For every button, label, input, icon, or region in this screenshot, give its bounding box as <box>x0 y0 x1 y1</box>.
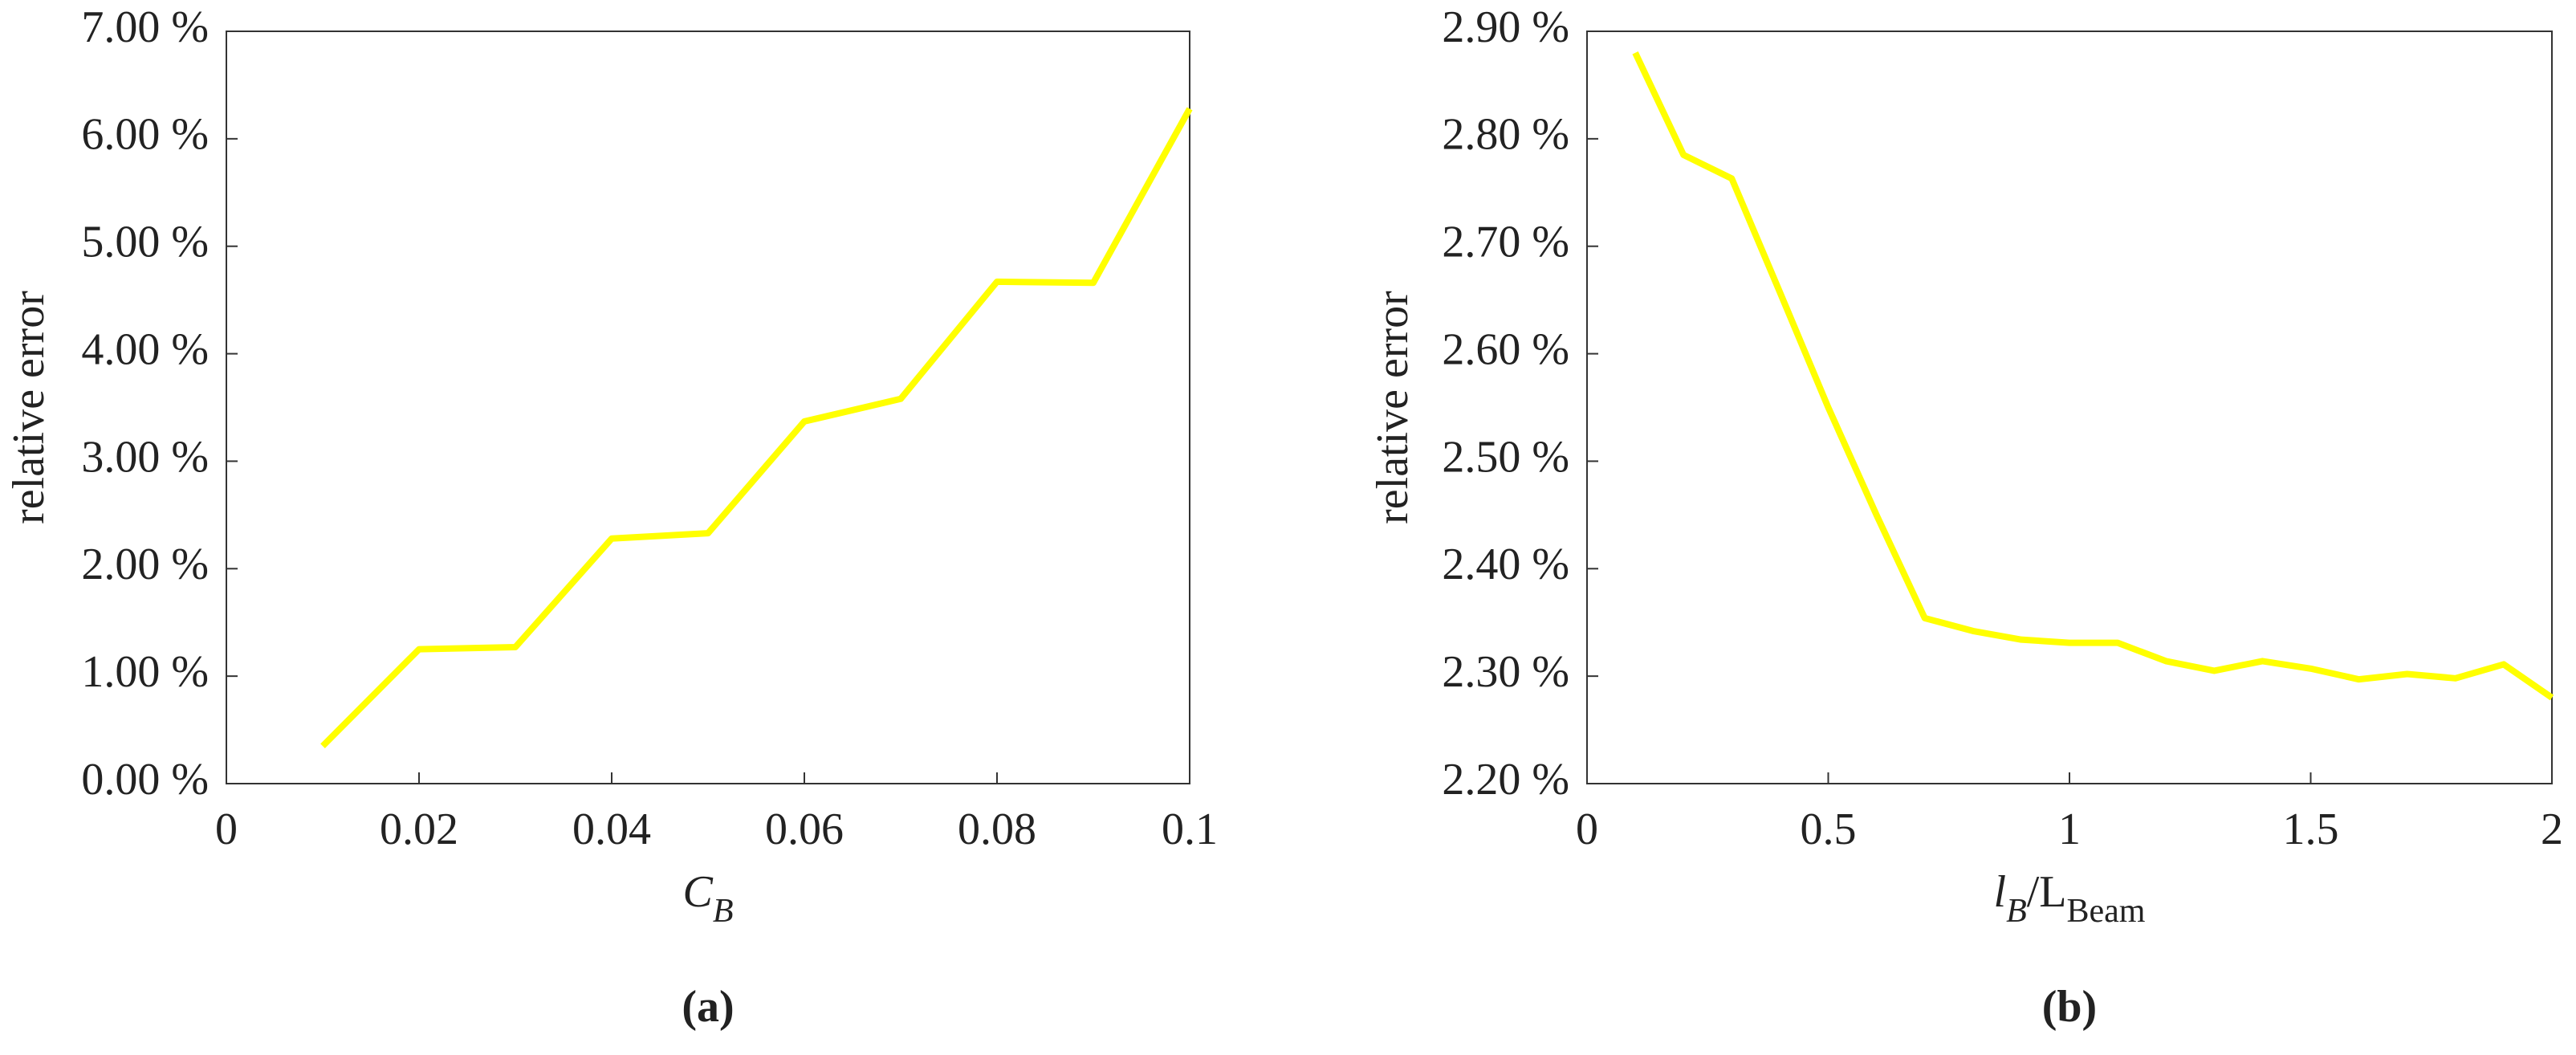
x-tick-label: 1 <box>2058 804 2081 854</box>
x-axis-label: lB/LBeam <box>1994 867 2146 930</box>
data-line <box>320 107 1193 748</box>
y-tick-label: 2.80 % <box>1442 110 1569 160</box>
y-tick-label: 2.60 % <box>1442 324 1569 374</box>
x-label-subscript: B <box>713 893 734 930</box>
y-tick-label: 2.50 % <box>1442 432 1569 482</box>
y-tick-label: 2.70 % <box>1442 218 1569 267</box>
y-tick-label: 2.00 % <box>81 540 209 589</box>
x-tick-label: 0 <box>1576 804 1598 854</box>
y-tick-label: 2.20 % <box>1442 755 1569 804</box>
x-tick-label: 1.5 <box>2283 804 2339 854</box>
y-tick-label: 1.00 % <box>81 647 209 697</box>
x-tick-label: 2 <box>2541 804 2563 854</box>
x-tick-label: 0.5 <box>1801 804 1857 854</box>
data-line <box>1632 51 2554 701</box>
y-tick-label: 3.00 % <box>81 432 209 482</box>
x-tick-label: 0.02 <box>380 804 458 854</box>
y-tick-label: 0.00 % <box>81 755 209 804</box>
x-tick-label: 0 <box>215 804 238 854</box>
y-tick-label: 4.00 % <box>81 324 209 374</box>
x-tick-label: 0.04 <box>572 804 651 854</box>
y-tick-label: 2.30 % <box>1442 647 1569 697</box>
x-label-subscript: Beam <box>2067 893 2146 930</box>
x-tick-label: 0.06 <box>765 804 844 854</box>
plot-frame <box>1586 31 2553 784</box>
y-axis-label: relative error <box>1368 291 1418 524</box>
x-tick-label: 0.1 <box>1162 804 1218 854</box>
x-label-part: /L <box>2027 867 2067 917</box>
y-tick-label: 5.00 % <box>81 218 209 267</box>
y-tick-label: 6.00 % <box>81 110 209 160</box>
y-tick-label: 2.40 % <box>1442 540 1569 589</box>
y-tick-label: 2.90 % <box>1442 2 1569 52</box>
x-label-part: l <box>1994 867 2007 917</box>
x-tick-label: 0.08 <box>958 804 1036 854</box>
x-label-part: C <box>682 867 713 917</box>
x-axis-label: CB <box>682 867 733 930</box>
panel-label: (b) <box>2042 982 2097 1032</box>
x-label-subscript: B <box>2006 893 2027 930</box>
y-axis-label: relative error <box>4 291 54 524</box>
plot-frame <box>226 31 1190 784</box>
panel-label: (a) <box>682 982 734 1032</box>
y-tick-label: 7.00 % <box>81 2 209 52</box>
